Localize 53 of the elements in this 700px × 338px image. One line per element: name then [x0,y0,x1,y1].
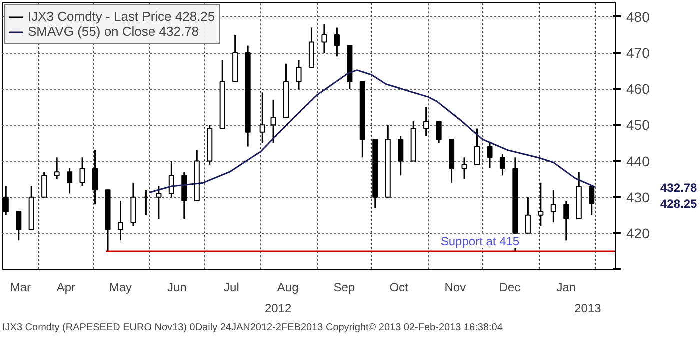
candlestick [156,186,162,220]
legend-label: SMAVG (55) on Close 432.78 [28,24,200,39]
text: 2013 [574,302,602,316]
candlestick [80,156,86,188]
candlestick [143,189,149,216]
x-tick-label: Sep [334,280,356,294]
candlestick [92,150,98,206]
x-tick-label: Jul [224,280,240,294]
candlestick [564,200,570,242]
y-tick-label: 420 [626,225,650,242]
x-tick-label: Jan [556,280,576,294]
candlestick [589,186,595,216]
candlestick [462,156,468,180]
candlestick [550,189,556,224]
x-tick-label: Oct [390,280,410,294]
x-tick-label: Apr [56,280,76,294]
x-tick-label: Mar [10,280,32,294]
x-tick-label: Dec [499,280,521,294]
candlestick [424,106,430,137]
x-tick-label: Jun [167,280,187,294]
y-tick-label: 450 [626,117,650,134]
candlestick [525,196,531,234]
y2-tick-label: 428.25 [660,197,698,212]
candlestick [322,23,328,54]
x-tick-label: Aug [277,280,299,294]
candlestick [168,160,174,198]
x-tick-label: May [109,280,132,294]
candlestick [436,120,442,144]
x-tick-label: Nov [444,280,466,294]
y-tick-label: 470 [626,45,650,62]
candlestick [538,182,544,227]
y-tick-label: 460 [626,81,650,98]
candlestick [500,153,506,176]
candlestick [398,135,404,176]
candlestick [16,211,22,242]
candlestick [296,59,302,90]
candlestick [118,200,124,242]
candlestick [67,168,73,194]
y-tick-label: 430 [626,189,650,206]
candlestick [42,171,48,198]
candlestick [334,27,340,58]
annotation: Support at 415 [440,234,520,248]
y2-tick-label: 432.78 [660,180,698,195]
y-tick-label: 480 [626,8,650,25]
text: IJX3 Comdty (RAPESEED EURO Nov13) 0Daily 24JAN2012-2FEB2013 Copyright© 2013 02-Feb-2013 16:38:04 [2,322,504,334]
candlestick [270,99,276,144]
legend-label: IJX3 Comdty - Last Price 428.25 [28,9,216,24]
candlestick [487,142,493,170]
y-tick-label: 440 [626,153,650,170]
candlestick [54,156,60,180]
text: 2012 [265,302,292,316]
candlestick [474,128,480,166]
candlestick [260,92,266,144]
